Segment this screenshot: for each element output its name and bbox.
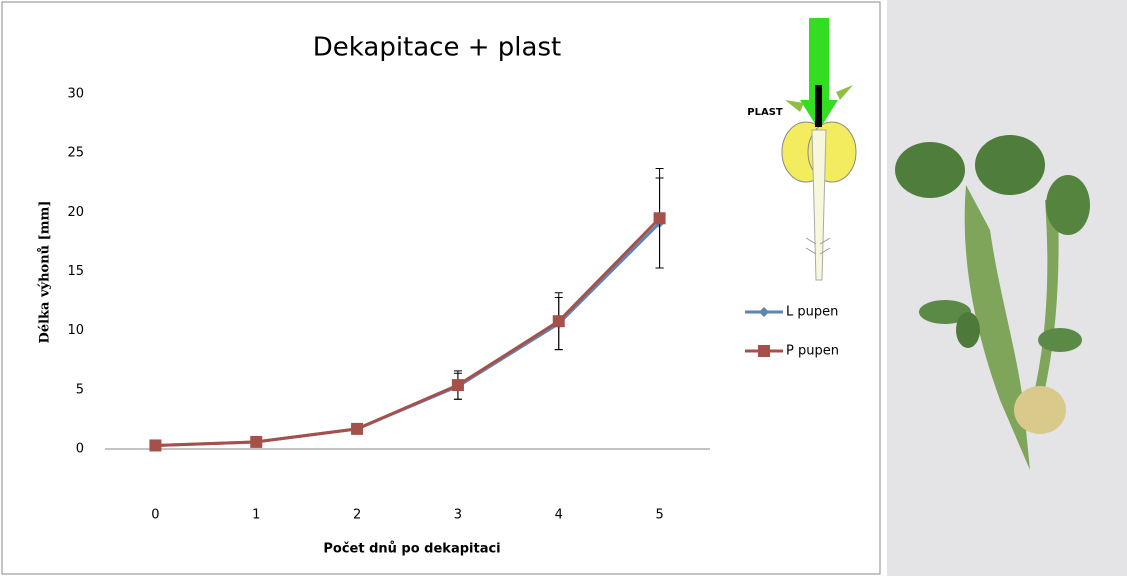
point [654,212,666,224]
x-tick-label: 0 [151,508,159,523]
point [250,436,262,448]
point [553,315,565,327]
x-tick-label: 5 [655,508,663,523]
chart: Dekapitace + plast Počet dnů po dekapita… [0,0,1127,576]
y-tick-label: 10 [67,323,84,338]
x-tick-label: 4 [555,508,563,523]
legend-label: P pupen [786,344,839,359]
page: {"chart_data": {"type": "line", "title":… [0,0,1127,576]
x-tick-label: 2 [353,508,361,523]
y-tick-label: 30 [67,87,84,102]
legend-marker [758,345,770,357]
x-tick-label: 1 [252,508,260,523]
diagram-label: PLAST [747,107,783,118]
point [351,423,363,435]
y-tick-label: 5 [76,382,84,397]
y-tick-label: 15 [67,264,84,279]
legend-label: L pupen [786,305,838,320]
point [452,379,464,391]
photo [887,0,1127,576]
chart-title: Dekapitace + plast [313,33,561,63]
x-axis-title: Počet dnů po dekapitaci [323,542,500,557]
y-axis-title: Délka výhonů [mm] [38,201,53,344]
chart-border [2,2,880,574]
y-tick-label: 0 [76,442,84,457]
y-tick-label: 20 [67,205,84,220]
x-tick-label: 3 [454,508,462,523]
y-tick-label: 25 [67,146,84,161]
point [149,439,161,451]
